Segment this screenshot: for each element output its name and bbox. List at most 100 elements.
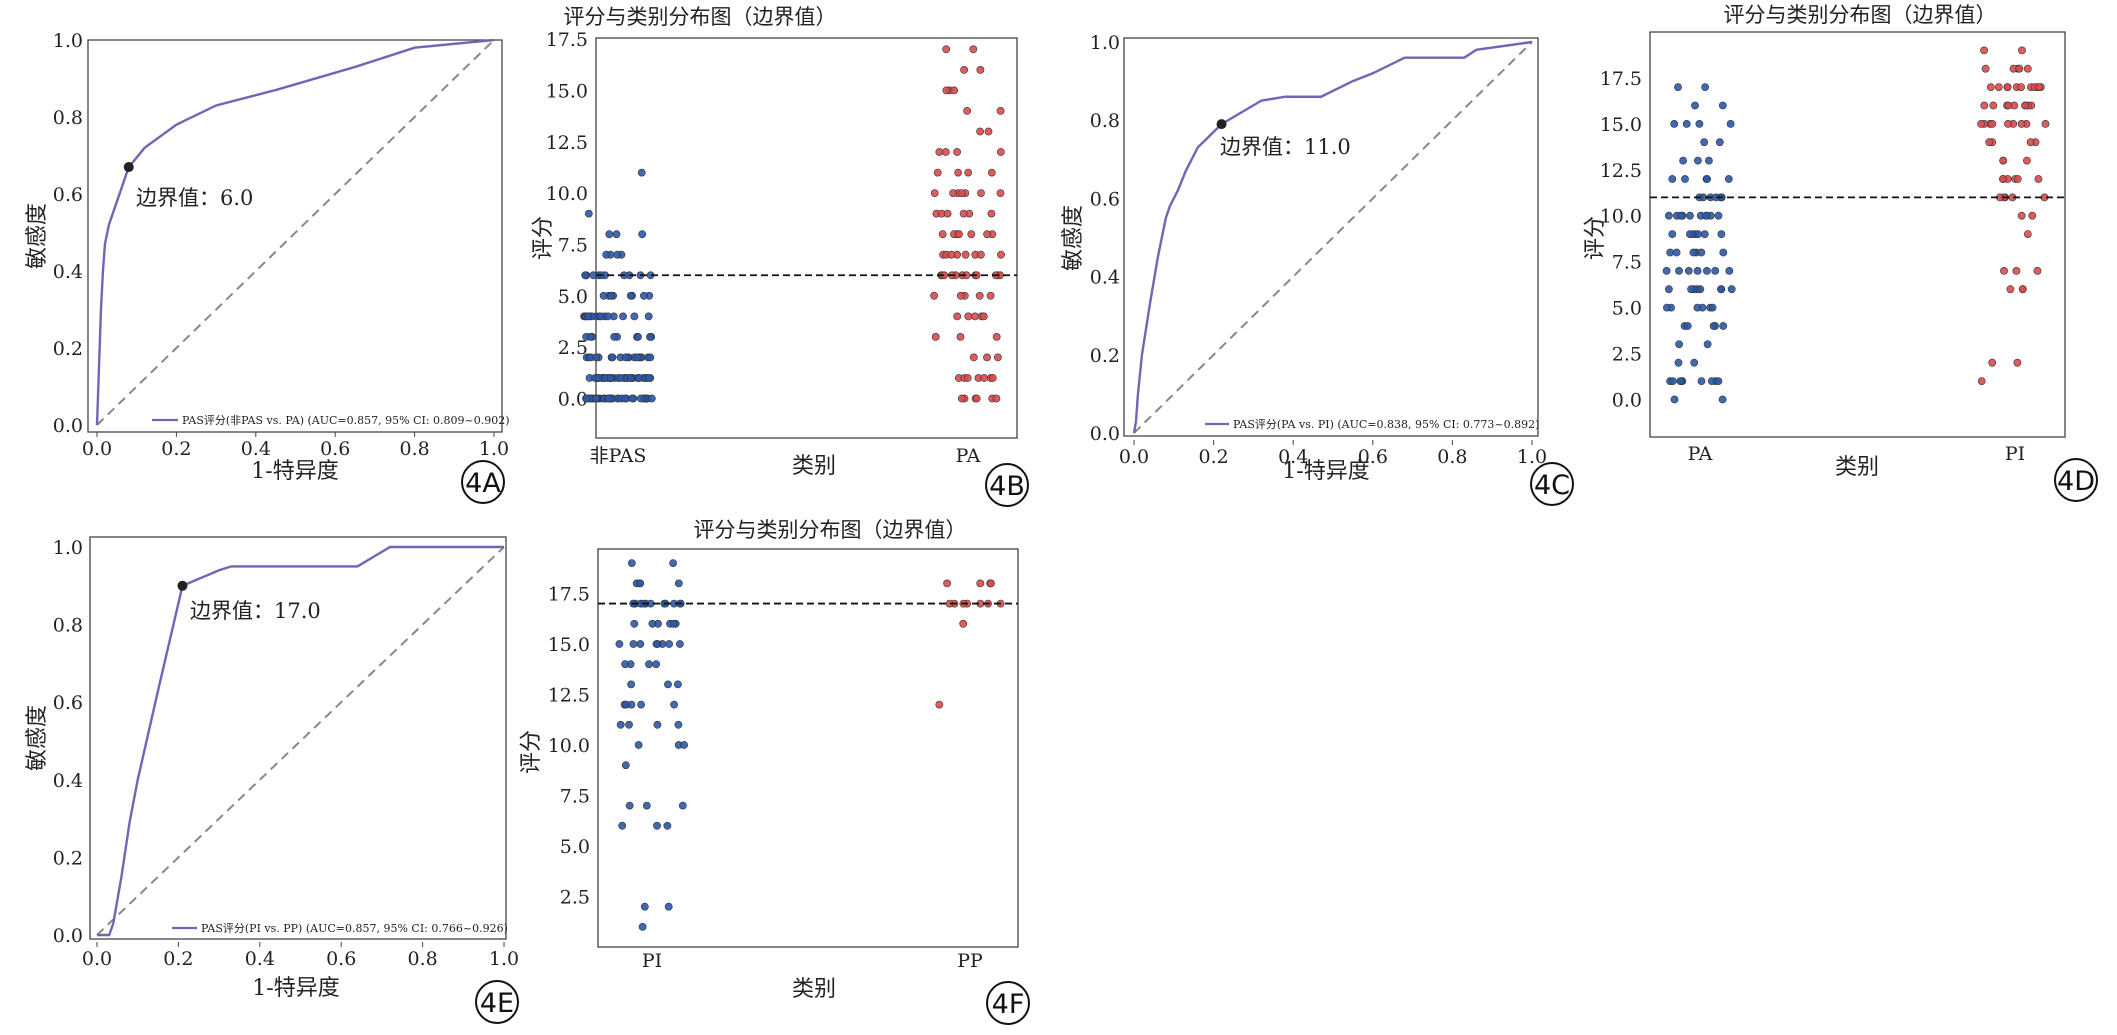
x-tick-label: 0.6 xyxy=(320,438,350,460)
data-point xyxy=(1694,156,1702,165)
data-point xyxy=(1719,248,1728,257)
panel-label-circle xyxy=(461,460,505,504)
data-point xyxy=(994,353,1002,362)
data-point xyxy=(979,312,988,321)
data-point xyxy=(1714,377,1723,385)
x-axis-label: 1-特异度 xyxy=(1282,459,1369,484)
plot-frame xyxy=(597,548,1019,948)
data-point xyxy=(933,168,942,177)
roc-curve-line xyxy=(1132,40,1533,434)
panel-label: 4E xyxy=(480,988,514,1019)
data-point xyxy=(1665,211,1673,220)
data-point xyxy=(942,45,951,54)
data-point xyxy=(2023,64,2032,73)
data-point xyxy=(1717,285,1725,294)
data-point xyxy=(638,923,647,931)
data-point xyxy=(663,821,672,830)
data-point xyxy=(596,312,605,321)
data-point xyxy=(1711,266,1720,275)
y-tick-label: 0.2 xyxy=(1090,345,1120,367)
x-tick-label: 0.0 xyxy=(82,948,112,970)
cutoff-annotation: 边界值：17.0 xyxy=(190,599,321,623)
scatter-chart-4d: 评分与类别分布图（边界值） 类别 评分 4D 0.0 2.5 5.0 7.5 10.0 1… xyxy=(1583,3,2098,502)
data-point xyxy=(1988,120,1997,128)
x-tick-label: 0.8 xyxy=(399,438,429,460)
data-point xyxy=(636,579,645,588)
plot-frame xyxy=(89,536,507,940)
roc-curve-line xyxy=(97,545,504,937)
x-tick-label: 0.4 xyxy=(245,948,275,970)
data-point xyxy=(953,312,962,321)
diagonal-reference-line xyxy=(1133,41,1533,434)
data-point xyxy=(592,353,601,362)
data-point xyxy=(2028,211,2037,220)
data-point xyxy=(1709,322,1718,330)
data-point xyxy=(669,619,678,628)
data-point xyxy=(986,291,995,300)
data-point xyxy=(2000,266,2008,275)
x-tick-label: 0.4 xyxy=(1278,446,1308,468)
y-tick-label: 15.0 xyxy=(1600,114,1642,136)
data-point xyxy=(626,374,635,382)
y-tick-label: 7.5 xyxy=(558,234,588,256)
x-tick-label: 0.4 xyxy=(241,438,271,460)
data-point xyxy=(1670,120,1679,128)
data-point xyxy=(987,168,996,177)
data-point xyxy=(664,902,673,911)
scatter-chart-4f: 评分与类别分布图（边界值） 类别 评分 4F 2.5 5.0 7.5 10.0 12.5… xyxy=(519,518,1030,1025)
plot-frame xyxy=(87,39,503,433)
x-tick-label: PI xyxy=(2005,443,2025,465)
data-point xyxy=(2034,175,2043,183)
data-point xyxy=(1980,46,1988,55)
data-point xyxy=(954,168,962,177)
x-tick-label: 0.8 xyxy=(407,948,437,970)
data-point xyxy=(996,107,1005,115)
data-point xyxy=(1683,322,1692,330)
data-point xyxy=(977,250,985,259)
data-point xyxy=(941,148,950,156)
data-point xyxy=(1715,138,1724,147)
y-axis-label: 敏感度 xyxy=(1061,205,1086,271)
data-point xyxy=(1703,175,1711,183)
y-axis-label: 评分 xyxy=(531,216,556,260)
data-point xyxy=(1674,358,1683,367)
plot-frame xyxy=(595,37,1018,439)
data-point xyxy=(1989,101,1998,110)
data-point xyxy=(976,66,985,74)
y-tick-label: 1.0 xyxy=(53,30,83,52)
data-point xyxy=(613,250,622,259)
data-point xyxy=(1700,230,1709,238)
data-point xyxy=(980,374,988,382)
y-tick-label: 5.0 xyxy=(560,836,590,858)
data-point xyxy=(1697,377,1706,385)
data-point xyxy=(669,559,677,567)
x-tick-label: 1.0 xyxy=(489,948,519,970)
data-point xyxy=(992,332,1001,341)
data-point xyxy=(1668,175,1677,183)
y-tick-label: 7.5 xyxy=(560,786,590,808)
data-point xyxy=(606,374,615,382)
x-tick-label: 0.2 xyxy=(161,438,191,460)
data-point xyxy=(987,579,995,588)
y-tick-label: 0.4 xyxy=(53,261,83,283)
data-point xyxy=(630,619,639,628)
data-point xyxy=(1703,266,1711,275)
data-point xyxy=(1985,138,1994,147)
y-tick-label: 0.2 xyxy=(53,338,83,360)
data-point xyxy=(931,332,940,341)
y-tick-label: 15.0 xyxy=(546,80,588,102)
data-point xyxy=(637,700,645,709)
y-tick-label: 0.2 xyxy=(53,847,83,869)
data-point xyxy=(676,640,684,648)
data-point xyxy=(1663,303,1671,312)
data-point xyxy=(1681,175,1689,183)
data-point xyxy=(1662,266,1671,275)
y-tick-label: 17.5 xyxy=(548,583,590,605)
y-tick-label: 0.0 xyxy=(53,415,83,437)
y-tick-label: 1.0 xyxy=(1090,32,1120,54)
data-point xyxy=(2017,83,2025,91)
x-tick-label: 0.8 xyxy=(1437,446,1467,468)
data-point xyxy=(1999,175,2007,183)
data-point xyxy=(2021,101,2029,110)
data-point xyxy=(636,640,645,648)
